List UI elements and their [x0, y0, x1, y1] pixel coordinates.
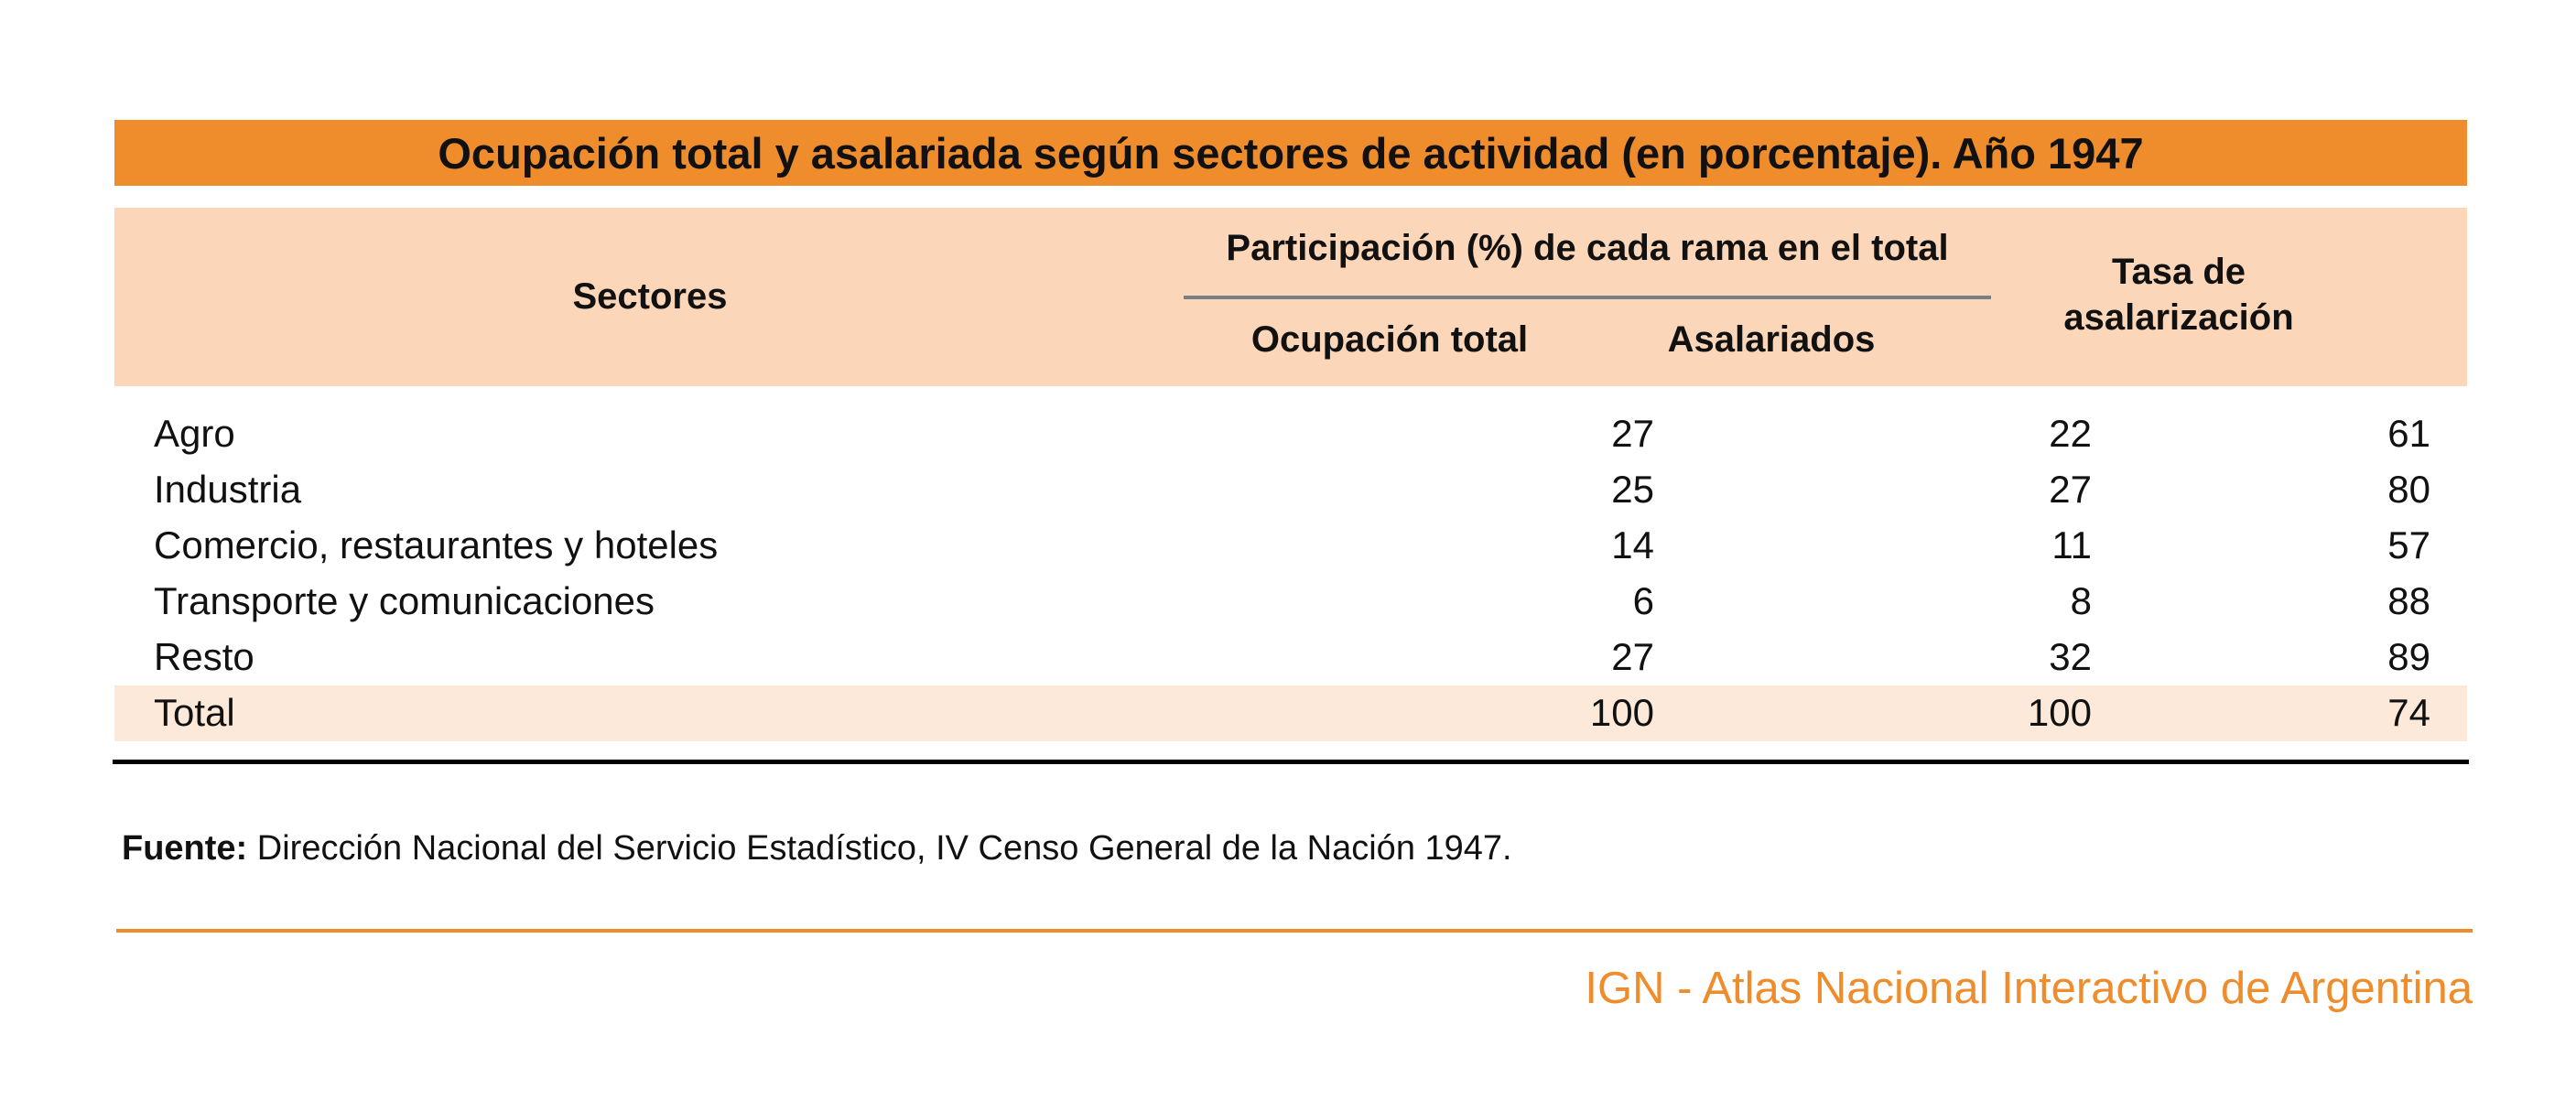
header-participacion: Participación (%) de cada rama en el tot…	[1226, 228, 1949, 268]
cell-ocupacion: 25	[1611, 468, 1654, 511]
cell-tasa: 89	[2387, 635, 2430, 678]
cell-sector: Comercio, restaurantes y hoteles	[154, 523, 719, 566]
cell-sector: Resto	[154, 635, 254, 678]
cell-asalariados: 22	[2049, 412, 2092, 455]
footer-credit: IGN - Atlas Nacional Interactivo de Arge…	[1585, 964, 2473, 1013]
cell-ocupacion: 27	[1611, 635, 1654, 678]
table-bottom-rule	[113, 760, 2469, 764]
cell-tasa: 61	[2387, 412, 2430, 455]
header-tasa-line1: Tasa de	[2112, 252, 2246, 292]
table-row: Agro 27 22 61	[114, 406, 2467, 462]
cell-sector: Transporte y comunicaciones	[154, 579, 655, 622]
table-body: Agro 27 22 61 Industria 25 27 80 Comerci…	[114, 406, 2467, 741]
table-row: Comercio, restaurantes y hoteles 14 11 5…	[114, 518, 2467, 574]
cell-tasa: 80	[2387, 468, 2430, 511]
table-row: Transporte y comunicaciones 6 8 88	[114, 574, 2467, 630]
source-text: Dirección Nacional del Servicio Estadíst…	[247, 829, 1512, 868]
cell-sector: Total	[154, 691, 235, 734]
cell-tasa: 57	[2387, 523, 2430, 566]
source-label: Fuente:	[122, 829, 248, 868]
header-asalariados: Asalariados	[1667, 319, 1876, 360]
header-divider	[1184, 296, 1991, 299]
source-note: Fuente: Dirección Nacional del Servicio …	[122, 829, 1512, 868]
table-title: Ocupación total y asalariada según secto…	[114, 120, 2467, 186]
header-tasa-line2: asalarización	[2063, 297, 2294, 338]
cell-ocupacion: 14	[1611, 523, 1654, 566]
cell-asalariados: 11	[2051, 523, 2092, 566]
cell-tasa: 74	[2387, 691, 2430, 734]
table-header: Sectores Participación (%) de cada rama …	[114, 208, 2467, 386]
table-row-total: Total 100 100 74	[114, 685, 2467, 741]
cell-asalariados: 8	[2070, 579, 2092, 622]
cell-sector: Industria	[154, 468, 302, 511]
header-sectores: Sectores	[572, 276, 728, 317]
cell-asalariados: 32	[2049, 635, 2092, 678]
cell-tasa: 88	[2387, 579, 2430, 622]
table-row: Industria 25 27 80	[114, 462, 2467, 518]
cell-asalariados: 100	[2027, 691, 2092, 734]
cell-ocupacion: 6	[1632, 579, 1654, 622]
header-tasa-asalarizacion: Tasa de asalarización	[2005, 249, 2353, 340]
header-ocupacion-total: Ocupación total	[1250, 319, 1529, 360]
cell-sector: Agro	[154, 412, 235, 455]
cell-ocupacion: 100	[1589, 691, 1654, 734]
cell-asalariados: 27	[2049, 468, 2092, 511]
cell-ocupacion: 27	[1611, 412, 1654, 455]
footer-divider	[116, 929, 2473, 933]
table-row: Resto 27 32 89	[114, 630, 2467, 685]
